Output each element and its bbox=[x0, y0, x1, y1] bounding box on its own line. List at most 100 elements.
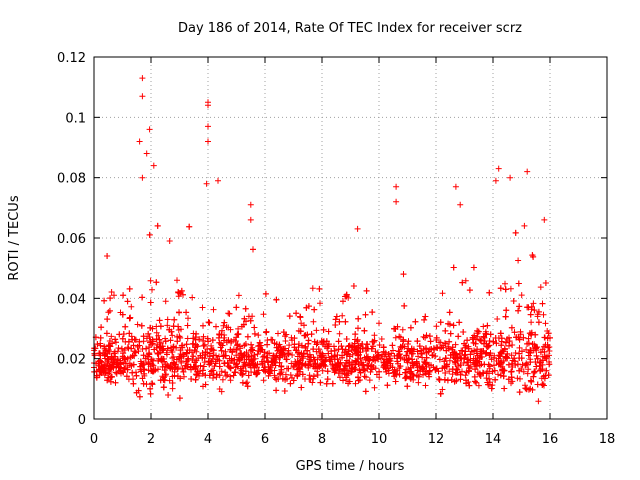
data-point bbox=[169, 332, 176, 339]
data-point bbox=[248, 357, 255, 364]
data-point bbox=[333, 313, 340, 320]
data-point bbox=[143, 381, 150, 388]
data-point bbox=[308, 354, 315, 361]
data-point bbox=[162, 335, 169, 342]
data-point bbox=[422, 360, 429, 367]
data-point bbox=[474, 352, 481, 359]
data-point bbox=[346, 378, 353, 385]
data-point bbox=[437, 390, 444, 397]
data-point bbox=[447, 330, 454, 337]
data-point bbox=[323, 354, 329, 361]
data-point bbox=[183, 350, 190, 357]
data-point bbox=[227, 346, 234, 353]
data-point bbox=[547, 334, 553, 341]
data-point bbox=[369, 309, 376, 316]
data-point bbox=[497, 372, 504, 379]
data-point bbox=[382, 365, 389, 372]
data-point bbox=[528, 319, 535, 326]
data-point bbox=[338, 343, 345, 350]
data-point bbox=[354, 225, 361, 232]
data-point bbox=[269, 358, 276, 365]
data-point bbox=[193, 372, 200, 379]
data-point bbox=[527, 349, 534, 356]
data-point bbox=[508, 324, 515, 331]
data-point bbox=[287, 380, 294, 387]
data-point bbox=[312, 363, 319, 369]
data-point bbox=[136, 393, 143, 400]
data-point bbox=[209, 367, 216, 374]
data-point bbox=[149, 286, 155, 293]
data-point bbox=[457, 376, 464, 383]
data-point bbox=[352, 331, 359, 338]
data-point bbox=[339, 354, 345, 361]
data-point bbox=[458, 347, 465, 354]
data-point bbox=[286, 342, 293, 349]
data-point bbox=[206, 319, 213, 326]
data-point bbox=[393, 183, 400, 190]
data-point bbox=[117, 364, 124, 371]
data-point bbox=[531, 307, 538, 314]
data-point bbox=[320, 326, 327, 333]
data-point bbox=[472, 361, 479, 367]
data-point bbox=[270, 352, 277, 359]
data-point bbox=[313, 327, 320, 334]
data-point bbox=[433, 323, 440, 330]
data-point bbox=[291, 341, 298, 348]
data-point bbox=[261, 364, 268, 371]
data-point bbox=[512, 350, 519, 356]
data-point bbox=[530, 300, 537, 307]
data-point bbox=[271, 340, 278, 347]
data-point bbox=[282, 333, 289, 340]
data-point bbox=[149, 381, 156, 388]
data-point bbox=[136, 138, 143, 145]
data-point bbox=[127, 314, 134, 321]
data-point bbox=[224, 360, 231, 366]
data-point bbox=[316, 285, 323, 292]
data-point bbox=[161, 358, 168, 365]
data-point bbox=[378, 355, 384, 362]
data-point bbox=[129, 353, 136, 359]
data-point bbox=[370, 354, 377, 361]
x-tick-label: 0 bbox=[90, 432, 98, 447]
data-point bbox=[532, 345, 539, 352]
data-point bbox=[153, 279, 160, 286]
data-point bbox=[120, 369, 127, 376]
data-point bbox=[177, 347, 184, 354]
data-point bbox=[456, 351, 463, 357]
data-point bbox=[103, 330, 110, 337]
data-point bbox=[244, 383, 251, 390]
data-point bbox=[466, 287, 473, 294]
data-point bbox=[126, 330, 133, 337]
data-point bbox=[366, 377, 373, 384]
data-point bbox=[326, 356, 333, 363]
data-point bbox=[126, 285, 133, 292]
data-point bbox=[276, 341, 283, 348]
data-point bbox=[154, 350, 161, 357]
data-point bbox=[407, 375, 414, 382]
data-point bbox=[309, 379, 316, 386]
data-point bbox=[279, 375, 286, 382]
data-point bbox=[122, 323, 129, 330]
data-point bbox=[178, 342, 185, 349]
data-point bbox=[542, 320, 549, 327]
data-point bbox=[439, 290, 446, 297]
data-point bbox=[162, 338, 169, 345]
data-point bbox=[477, 350, 484, 357]
data-point bbox=[515, 307, 522, 314]
data-point bbox=[251, 330, 258, 337]
data-point bbox=[240, 363, 247, 370]
data-point bbox=[478, 354, 485, 360]
data-point bbox=[200, 322, 206, 329]
data-point bbox=[97, 350, 103, 357]
data-point bbox=[314, 339, 321, 346]
data-point bbox=[397, 343, 404, 350]
data-point bbox=[466, 365, 473, 372]
data-point bbox=[541, 334, 548, 341]
data-point bbox=[311, 338, 318, 345]
data-point bbox=[339, 312, 346, 319]
data-point bbox=[273, 296, 280, 303]
data-point bbox=[433, 365, 440, 372]
data-point bbox=[101, 345, 108, 352]
data-point bbox=[455, 333, 462, 340]
data-point bbox=[515, 257, 522, 264]
